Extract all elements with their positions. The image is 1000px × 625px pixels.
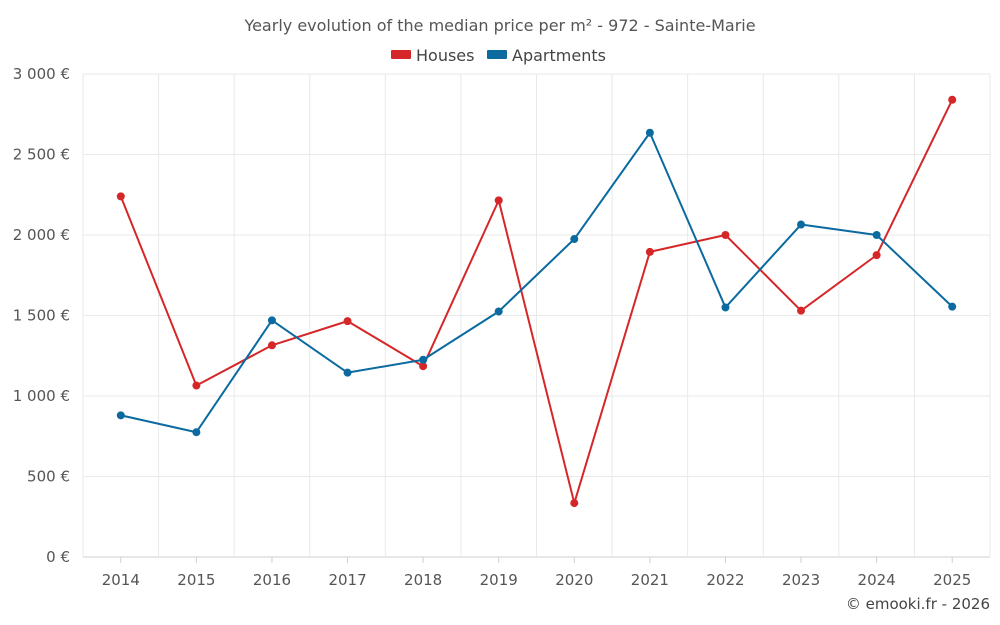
data-point-apartments [948, 302, 957, 311]
y-tick-label: 3 000 € [13, 65, 70, 83]
data-point-apartments [116, 411, 125, 420]
credit-text: © emooki.fr - 2026 [846, 595, 990, 613]
series-line-apartments [120, 131, 953, 434]
x-tick-label: 2024 [858, 571, 896, 589]
legend-item-houses: Houses [391, 46, 474, 65]
y-tick-label: 2 500 € [13, 146, 70, 164]
legend-swatch-apartments [487, 50, 507, 59]
x-axis: 2014 2015 2016 2017 2018 2019 2020 2021 2022 2023… [102, 557, 971, 589]
x-tick-label: 2019 [480, 571, 518, 589]
chart-title: Yearly evolution of the median price per… [243, 16, 755, 35]
data-point-apartments [192, 428, 201, 437]
data-point-houses [267, 341, 276, 350]
y-axis: 0 € 500 € 1 000 € 1 500 € 2 000 € 2 500 € 3 00… [13, 65, 70, 566]
x-tick-label: 2016 [253, 571, 291, 589]
legend-label-houses: Houses [416, 46, 474, 65]
data-point-houses [570, 499, 579, 508]
y-tick-label: 2 000 € [13, 226, 70, 244]
y-tick-label: 500 € [27, 468, 70, 486]
data-point-houses [797, 306, 806, 315]
data-point-apartments [570, 235, 579, 244]
y-tick-label: 1 000 € [13, 387, 70, 405]
series-houses [116, 95, 957, 508]
data-point-apartments [494, 307, 503, 316]
x-tick-label: 2020 [555, 571, 593, 589]
series-line-houses [119, 99, 954, 505]
legend: Houses Apartments [391, 46, 606, 65]
x-tick-label: 2023 [782, 571, 820, 589]
data-point-houses [192, 381, 201, 390]
data-point-houses [948, 95, 957, 104]
x-tick-label: 2022 [706, 571, 744, 589]
x-tick-label: 2025 [933, 571, 971, 589]
data-point-apartments [343, 368, 352, 377]
data-point-houses [116, 192, 125, 201]
data-point-houses [343, 317, 352, 326]
series-apartments [116, 128, 957, 437]
legend-swatch-houses [391, 50, 411, 59]
data-point-apartments [872, 231, 881, 239]
data-point-apartments [721, 303, 730, 312]
y-tick-label: 0 € [46, 548, 70, 566]
x-tick-label: 2015 [177, 571, 215, 589]
x-tick-label: 2017 [328, 571, 366, 589]
legend-label-apartments: Apartments [512, 46, 606, 65]
data-point-apartments [267, 316, 276, 325]
data-point-apartments [645, 128, 654, 137]
data-point-houses [872, 251, 881, 260]
data-point-houses [419, 362, 428, 371]
grid-layer [82, 73, 991, 558]
legend-item-apartments: Apartments [487, 46, 606, 65]
x-tick-label: 2021 [631, 571, 669, 589]
data-point-houses [494, 196, 503, 205]
series-layer [116, 95, 957, 508]
x-tick-label: 2014 [102, 571, 140, 589]
data-point-houses [645, 247, 654, 256]
data-point-apartments [419, 355, 428, 364]
y-tick-label: 1 500 € [13, 307, 70, 325]
data-point-apartments [797, 220, 806, 229]
x-tick-label: 2018 [404, 571, 442, 589]
data-point-houses [721, 231, 730, 239]
